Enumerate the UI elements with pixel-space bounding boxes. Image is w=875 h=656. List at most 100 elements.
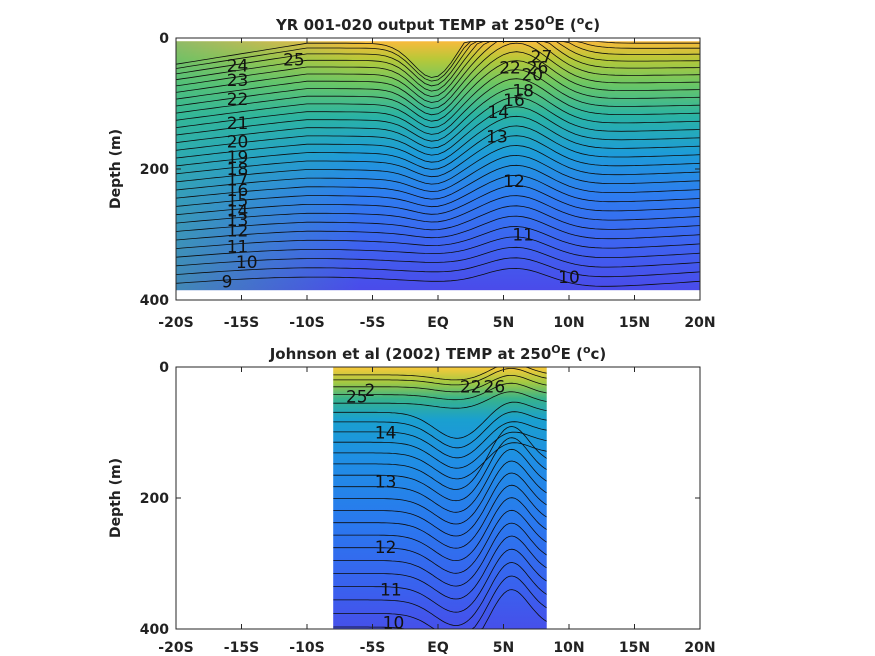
isotherm-line bbox=[333, 509, 547, 574]
isotherm-line bbox=[333, 448, 547, 513]
panel-model-temp: YR 001-020 output TEMP at 250OE (oc) 25 2… bbox=[108, 14, 716, 332]
isotherm-line bbox=[176, 184, 700, 216]
contour-label: 11 bbox=[512, 226, 534, 246]
contour-label: 25 bbox=[283, 51, 305, 71]
y-tick-label: 0 bbox=[159, 360, 169, 376]
x-tick-label: -15S bbox=[224, 640, 259, 656]
isotherm-line bbox=[333, 411, 547, 449]
y-tick-label: 200 bbox=[140, 162, 169, 178]
contour-label: 16 bbox=[503, 91, 525, 111]
contour-label: 27 bbox=[531, 47, 553, 67]
isotherm-line bbox=[176, 195, 700, 224]
contour-label: 18 bbox=[512, 81, 534, 101]
isotherm-line bbox=[333, 401, 547, 439]
contour-label: 20 bbox=[227, 132, 249, 152]
x-tick-label: -5S bbox=[360, 315, 386, 331]
contour-label: 26 bbox=[527, 58, 549, 78]
x-tick-label: 20N bbox=[684, 640, 715, 656]
contour-label: 11 bbox=[380, 581, 402, 601]
isotherm-line bbox=[176, 115, 700, 163]
contour-label: 25 bbox=[346, 387, 368, 407]
isotherm-line bbox=[333, 437, 547, 502]
x-tick-label: 5N bbox=[493, 315, 514, 331]
contour-label: 12 bbox=[227, 222, 249, 242]
isotherm-line bbox=[333, 426, 547, 490]
contour-label: 18 bbox=[227, 160, 249, 180]
x-tick-label: EQ bbox=[427, 315, 449, 331]
contour-label: 13 bbox=[227, 211, 249, 231]
isotherm-line bbox=[176, 267, 700, 287]
isotherm-line bbox=[176, 42, 700, 109]
contour-label: 15 bbox=[227, 191, 249, 211]
contour-label: 23 bbox=[227, 71, 249, 91]
isotherm-line bbox=[176, 78, 700, 135]
contour-label: 9 bbox=[222, 273, 233, 293]
x-tick-label: 15N bbox=[619, 640, 650, 656]
x-tick-label: -10S bbox=[289, 640, 324, 656]
contour-label: 14 bbox=[227, 201, 249, 221]
x-tick-label: 20N bbox=[684, 315, 715, 331]
isotherm-line bbox=[176, 226, 700, 249]
isotherm-line bbox=[333, 431, 547, 469]
axis-ticks: -20S -15S -10S -5S EQ 5N 10N 15N 20N 0 200 400 bbox=[140, 360, 716, 656]
isotherm-line bbox=[333, 421, 547, 459]
isotherm-line bbox=[176, 69, 700, 129]
isotherm-line bbox=[333, 497, 547, 562]
isotherm-line bbox=[333, 442, 547, 480]
contour-label: 12 bbox=[375, 538, 397, 558]
panel-johnson-temp: Johnson et al (2002) TEMP at 250OE (oc) … bbox=[108, 343, 716, 656]
isotherm-line bbox=[176, 96, 700, 149]
y-axis-label: Depth (m) bbox=[108, 458, 124, 538]
contour-label: 12 bbox=[503, 172, 525, 192]
isotherm-line bbox=[333, 562, 547, 626]
isotherm-line bbox=[176, 87, 700, 142]
y-tick-label: 0 bbox=[159, 31, 169, 47]
panel-title: Johnson et al (2002) TEMP at 250OE (oc) bbox=[269, 343, 607, 364]
x-tick-label: 5N bbox=[493, 640, 514, 656]
contour-label: 17 bbox=[227, 170, 249, 190]
isotherm-line bbox=[176, 51, 700, 116]
isotherm-line bbox=[333, 375, 547, 393]
isotherm-line bbox=[176, 145, 700, 185]
isotherm-line bbox=[176, 106, 700, 156]
x-tick-label: 15N bbox=[619, 315, 650, 331]
isotherm-line bbox=[333, 472, 547, 537]
isotherm-line bbox=[176, 257, 700, 278]
contour-label: 13 bbox=[375, 473, 397, 493]
contour-label: 26 bbox=[484, 378, 506, 398]
contour-label: 22 bbox=[460, 378, 482, 398]
contour-label: 19 bbox=[227, 148, 249, 168]
isotherm-line bbox=[176, 215, 700, 241]
isotherm-line bbox=[176, 41, 700, 82]
x-tick-label: -20S bbox=[158, 640, 193, 656]
isotherm-line bbox=[333, 367, 547, 381]
contour-label: 14 bbox=[375, 424, 397, 444]
x-tick-label: -15S bbox=[224, 315, 259, 331]
x-tick-label: -10S bbox=[289, 315, 324, 331]
isotherm-line bbox=[176, 135, 700, 178]
y-tick-label: 400 bbox=[140, 622, 169, 638]
panel-title: YR 001-020 output TEMP at 250OE (oc) bbox=[275, 14, 600, 35]
isotherm-line bbox=[333, 382, 547, 401]
y-tick-label: 400 bbox=[140, 293, 169, 309]
isotherm-line bbox=[176, 41, 700, 78]
contour-label: 14 bbox=[487, 103, 509, 123]
contour-label: 13 bbox=[486, 127, 508, 147]
contour-label: 22 bbox=[499, 58, 521, 78]
isotherm-line bbox=[176, 154, 700, 192]
isotherm-line bbox=[176, 164, 700, 200]
isotherm-line bbox=[333, 460, 547, 525]
isotherm-line bbox=[176, 41, 700, 87]
isotherm-line bbox=[176, 205, 700, 232]
x-tick-label: 10N bbox=[553, 640, 584, 656]
x-tick-label: 10N bbox=[553, 315, 584, 331]
isotherm-line bbox=[333, 368, 547, 386]
y-tick-label: 200 bbox=[140, 491, 169, 507]
isotherm-line bbox=[333, 548, 547, 613]
x-tick-label: -20S bbox=[158, 315, 193, 331]
isotherm-line bbox=[176, 236, 700, 259]
isotherm-line bbox=[176, 125, 700, 170]
isotherm-lines bbox=[333, 367, 547, 629]
isotherm-line bbox=[333, 589, 547, 629]
